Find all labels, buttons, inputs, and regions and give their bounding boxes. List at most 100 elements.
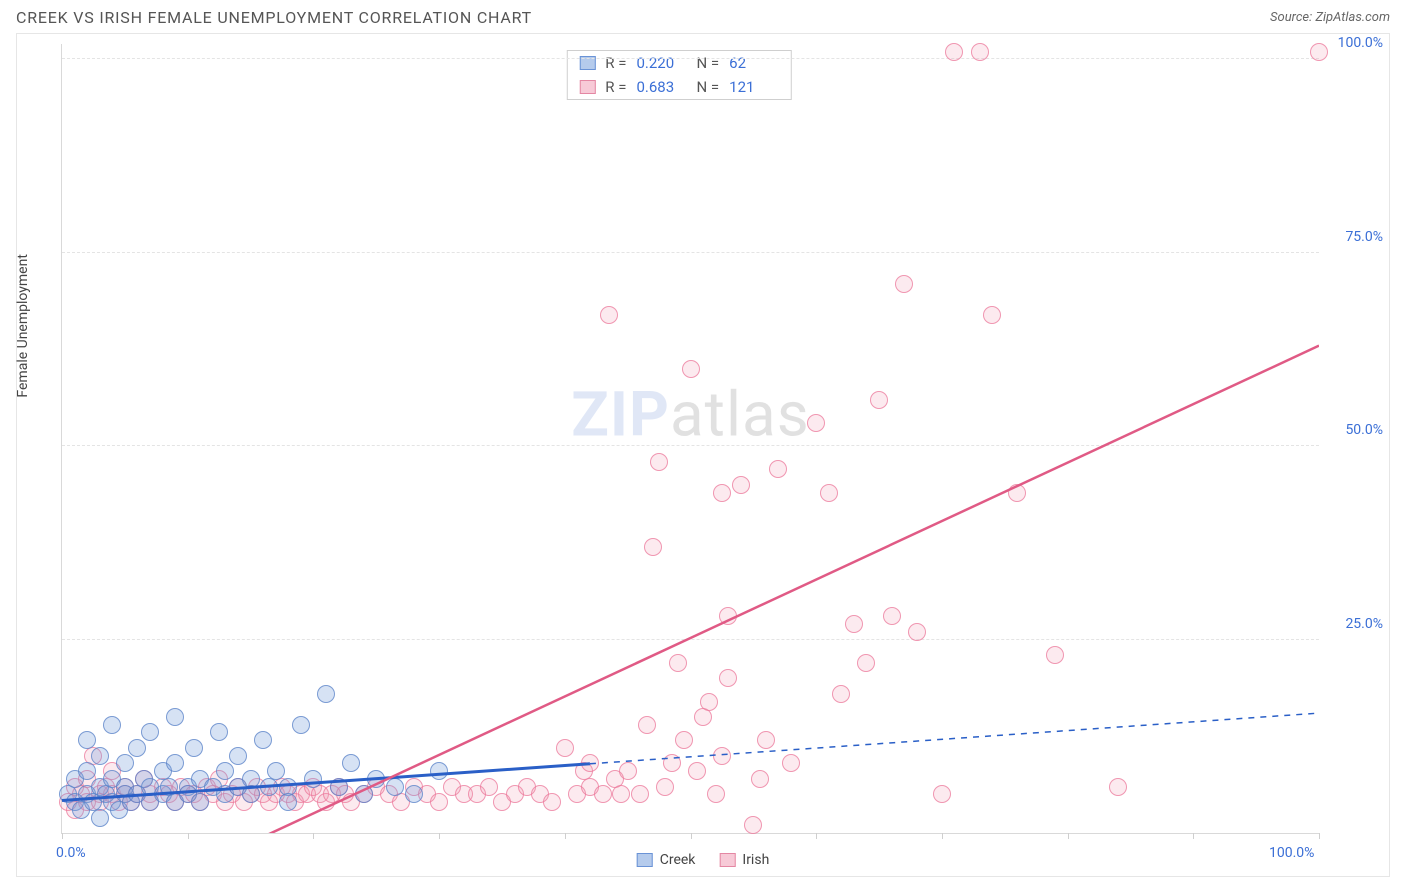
data-point [581,754,599,772]
data-point [78,731,96,749]
x-tick [565,833,566,839]
x-tick [691,833,692,839]
plot-area: ZIPatlas R =0.220 N =62 R =0.683 N =121 … [61,44,1319,834]
data-point [594,785,612,803]
source-attribution: Source: ZipAtlas.com [1270,10,1390,25]
data-point [945,43,963,61]
data-point [663,754,681,772]
data-point [367,770,385,788]
x-tick [62,833,63,839]
data-point [342,754,360,772]
y-tick-label: 25.0% [1327,616,1383,632]
data-point [751,770,769,788]
y-tick-label: 50.0% [1327,422,1383,438]
legend-item-irish: Irish [719,852,769,868]
data-point [480,778,498,796]
data-point [857,654,875,672]
watermark: ZIPatlas [571,378,810,451]
data-point [355,785,373,803]
data-point [782,754,800,772]
data-point [644,538,662,556]
data-point [166,708,184,726]
x-tick [1319,833,1320,839]
y-tick-label: 100.0% [1327,35,1383,51]
data-point [267,762,285,780]
data-point [707,785,725,803]
chart-title: CREEK VS IRISH FEMALE UNEMPLOYMENT CORRE… [16,8,532,27]
x-tick-label: 100.0% [1269,845,1314,861]
data-point [631,785,649,803]
data-point [210,723,228,741]
data-point [103,716,121,734]
data-point [229,747,247,765]
data-point [832,685,850,703]
x-tick [1068,833,1069,839]
swatch-pink-icon [719,853,735,867]
data-point [254,731,272,749]
data-point [845,615,863,633]
y-tick-label: 75.0% [1327,229,1383,245]
data-point [650,453,668,471]
data-point [1109,778,1127,796]
stats-row-irish: R =0.683 N =121 [567,75,791,99]
data-point [543,793,561,811]
data-point [317,685,335,703]
data-point [700,693,718,711]
stats-row-creek: R =0.220 N =62 [567,51,791,75]
regression-overlay [62,44,1319,833]
data-point [675,731,693,749]
data-point [216,762,234,780]
gridline [62,252,1319,253]
gridline [62,445,1319,446]
y-axis-label: Female Unemployment [15,254,31,398]
data-point [330,778,348,796]
gridline [62,639,1319,640]
data-point [870,391,888,409]
data-point [732,476,750,494]
data-point [612,785,630,803]
data-point [292,716,310,734]
data-point [260,778,278,796]
data-point [91,809,109,827]
x-tick [942,833,943,839]
data-point [304,770,322,788]
data-point [769,460,787,478]
x-tick [816,833,817,839]
legend-bottom: Creek Irish [637,852,770,868]
data-point [682,360,700,378]
data-point [971,43,989,61]
swatch-blue-icon [637,853,653,867]
data-point [91,747,109,765]
data-point [713,484,731,502]
data-point [386,778,404,796]
data-point [883,607,901,625]
data-point [688,762,706,780]
x-tick [313,833,314,839]
x-tick [1193,833,1194,839]
chart-container: Female Unemployment ZIPatlas R =0.220 N … [16,33,1390,877]
data-point [895,275,913,293]
x-tick-label: 0.0% [56,845,86,861]
data-point [430,762,448,780]
data-point [166,754,184,772]
data-point [933,785,951,803]
data-point [116,754,134,772]
data-point [191,793,209,811]
data-point [638,716,656,734]
data-point [1310,43,1328,61]
data-point [128,739,146,757]
data-point [656,778,674,796]
data-point [556,739,574,757]
data-point [279,793,297,811]
data-point [719,669,737,687]
data-point [820,484,838,502]
data-point [757,731,775,749]
x-tick [188,833,189,839]
data-point [141,723,159,741]
data-point [694,708,712,726]
data-point [1046,646,1064,664]
data-point [619,762,637,780]
gridline [62,58,1319,59]
data-point [242,785,260,803]
data-point [744,816,762,834]
